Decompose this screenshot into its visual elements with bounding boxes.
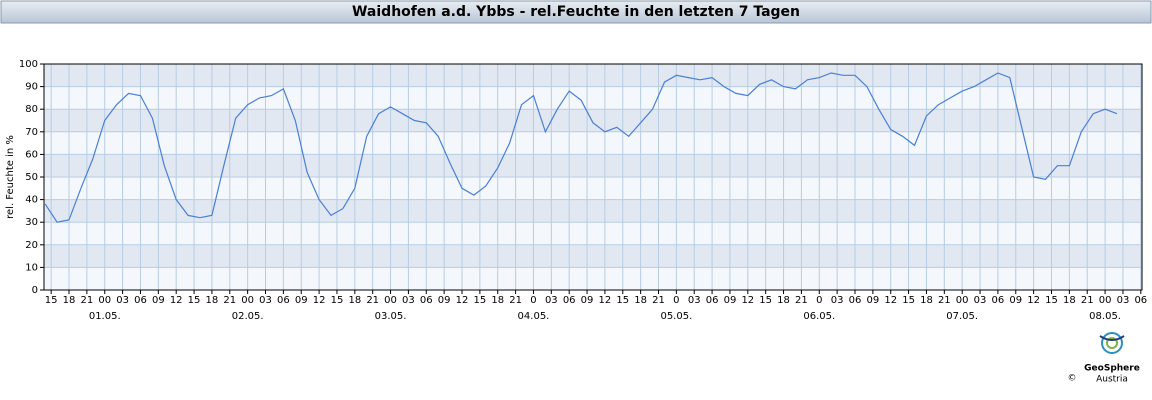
- chart-title: Waidhofen a.d. Ybbs - rel.Feuchte in den…: [352, 4, 800, 20]
- y-tick-label: 90: [25, 82, 38, 93]
- plot-frame: [43, 63, 1143, 291]
- x-tick-label: 09: [438, 295, 451, 306]
- x-tick-label: 18: [920, 295, 933, 306]
- x-tick-label: 09: [295, 295, 308, 306]
- x-tick-label: 18: [1063, 295, 1076, 306]
- x-tick-label: 0: [673, 295, 679, 306]
- title-bar: [0, 0, 1152, 24]
- x-tick-label: 18: [491, 295, 504, 306]
- x-tick-label: 06: [420, 295, 433, 306]
- y-tick-label: 40: [25, 195, 38, 206]
- copyright: ©: [1068, 374, 1077, 384]
- x-tick-label: 15: [1045, 295, 1058, 306]
- y-tick-label: 80: [25, 104, 38, 115]
- y-tick-label: 10: [25, 262, 38, 273]
- x-tick-label: 03: [402, 295, 415, 306]
- x-tick-label: 15: [616, 295, 629, 306]
- x-tick-label: 12: [170, 295, 183, 306]
- x-tick-label: 18: [206, 295, 219, 306]
- y-tick-label: 100: [19, 59, 38, 70]
- x-tick-label: 21: [81, 295, 94, 306]
- grid-band: [44, 244, 1142, 268]
- day-label: 05.05.: [660, 311, 692, 322]
- x-tick-label: 06: [992, 295, 1005, 306]
- x-tick-label: 09: [724, 295, 737, 306]
- grid-band: [44, 109, 1142, 132]
- x-tick-label: 21: [366, 295, 379, 306]
- x-tick-label: 00: [384, 295, 397, 306]
- x-tick-label: 18: [348, 295, 361, 306]
- grid-band: [44, 199, 1142, 223]
- x-tick-label: 15: [473, 295, 486, 306]
- brand-sub: Austria: [1096, 375, 1128, 385]
- x-tick-label: 15: [331, 295, 344, 306]
- logo: [1099, 332, 1125, 354]
- x-tick-label: 15: [188, 295, 201, 306]
- x-tick-label: 21: [509, 295, 522, 306]
- x-tick-label: 21: [1081, 295, 1094, 306]
- y-axis-label: rel. Feuchte in %: [5, 135, 16, 219]
- x-tick-label: 09: [152, 295, 165, 306]
- x-tick-label: 12: [456, 295, 469, 306]
- y-tick-label: 20: [25, 240, 38, 251]
- x-tick-label: 03: [116, 295, 129, 306]
- x-tick-label: 03: [545, 295, 558, 306]
- day-label: 08.05.: [1089, 311, 1121, 322]
- x-tick-label: 21: [938, 295, 951, 306]
- x-tick-label: 12: [313, 295, 326, 306]
- x-tick-label: 03: [1117, 295, 1130, 306]
- x-tick-label: 0: [530, 295, 536, 306]
- x-tick-label: 06: [706, 295, 719, 306]
- x-tick-label: 09: [1009, 295, 1022, 306]
- x-tick-label: 15: [902, 295, 915, 306]
- x-tick-label: 00: [1099, 295, 1112, 306]
- grid-band: [44, 154, 1142, 177]
- x-tick-label: 00: [241, 295, 254, 306]
- grid-band: [44, 64, 1142, 87]
- day-label: 02.05.: [232, 311, 264, 322]
- day-label: 06.05.: [803, 311, 835, 322]
- x-tick-label: 00: [956, 295, 969, 306]
- x-tick-label: 06: [1134, 295, 1147, 306]
- x-tick-label: 12: [741, 295, 754, 306]
- x-tick-label: 12: [599, 295, 612, 306]
- x-tick-label: 09: [866, 295, 879, 306]
- y-tick-label: 50: [25, 172, 38, 183]
- x-tick-label: 00: [98, 295, 111, 306]
- x-tick-label: 21: [223, 295, 236, 306]
- x-tick-label: 18: [634, 295, 647, 306]
- day-label: 07.05.: [946, 311, 978, 322]
- x-tick-label: 06: [134, 295, 147, 306]
- y-tick-label: 60: [25, 149, 38, 160]
- day-label: 04.05.: [518, 311, 550, 322]
- humidity-line: [44, 72, 1118, 223]
- x-tick-label: 06: [849, 295, 862, 306]
- x-tick-label: 15: [759, 295, 772, 306]
- x-tick-label: 03: [259, 295, 272, 306]
- x-tick-label: 18: [63, 295, 76, 306]
- x-tick-label: 12: [884, 295, 897, 306]
- x-tick-label: 03: [974, 295, 987, 306]
- x-tick-label: 21: [652, 295, 665, 306]
- x-tick-label: 09: [581, 295, 594, 306]
- x-tick-label: 03: [688, 295, 701, 306]
- brand: GeoSphere: [1084, 364, 1140, 374]
- x-tick-label: 12: [1027, 295, 1040, 306]
- x-tick-label: 03: [831, 295, 844, 306]
- y-tick-label: 70: [25, 127, 38, 138]
- y-tick-label: 0: [32, 285, 38, 296]
- day-label: 03.05.: [375, 311, 407, 322]
- x-tick-label: 21: [795, 295, 808, 306]
- day-label: 01.05.: [89, 311, 121, 322]
- x-tick-label: 0: [816, 295, 822, 306]
- x-tick-label: 18: [777, 295, 790, 306]
- x-tick-label: 06: [563, 295, 576, 306]
- x-tick-label: 15: [45, 295, 58, 306]
- x-tick-label: 06: [277, 295, 290, 306]
- y-tick-label: 30: [25, 217, 38, 228]
